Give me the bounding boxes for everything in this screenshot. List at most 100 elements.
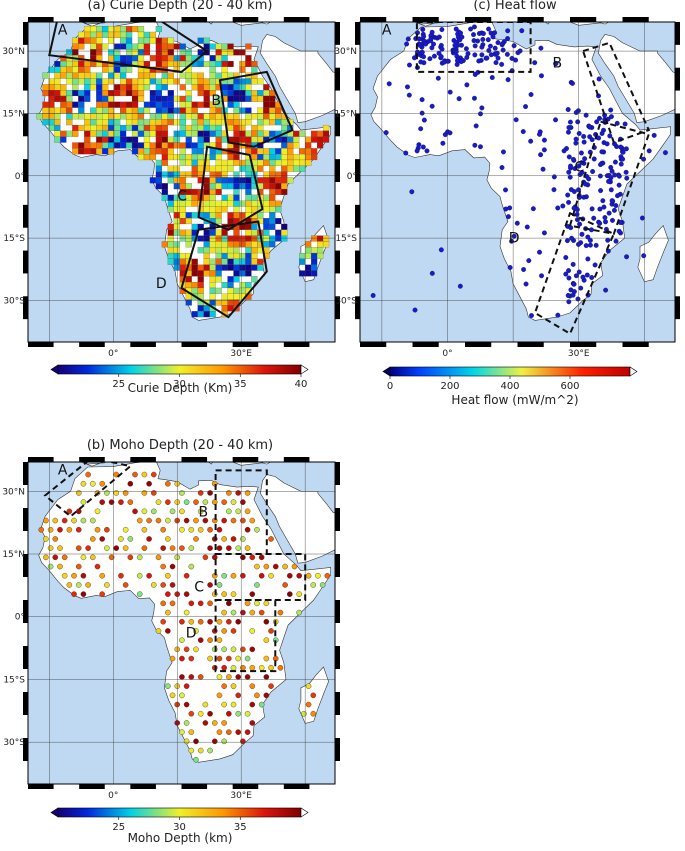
moho-point bbox=[268, 683, 274, 689]
curie-cell bbox=[245, 188, 252, 195]
curie-cell bbox=[221, 247, 228, 254]
curie-cell bbox=[131, 84, 139, 91]
curie-cell bbox=[173, 177, 180, 184]
curie-cell bbox=[137, 78, 145, 85]
heat-flow-point bbox=[576, 187, 581, 193]
moho-point bbox=[197, 508, 204, 515]
heat-flow-point bbox=[565, 192, 571, 198]
heat-flow-point bbox=[579, 160, 585, 166]
curie-cell bbox=[66, 101, 73, 108]
curie-cell bbox=[299, 252, 306, 259]
curie-cell bbox=[114, 31, 121, 38]
heat-flow-point bbox=[421, 117, 427, 123]
curie-cell bbox=[203, 270, 210, 277]
curie-cell bbox=[191, 282, 198, 289]
curie-cell bbox=[173, 171, 180, 178]
curie-cell bbox=[149, 78, 157, 85]
heat-flow-point bbox=[565, 107, 571, 112]
curie-cell bbox=[161, 148, 168, 155]
curie-cell bbox=[209, 124, 216, 131]
heat-flow-point bbox=[492, 30, 498, 36]
curie-cell bbox=[102, 31, 109, 38]
curie-cell bbox=[197, 72, 204, 79]
moho-point bbox=[165, 536, 171, 542]
curie-cell bbox=[209, 241, 216, 248]
curie-cell bbox=[245, 165, 252, 172]
region-box-a bbox=[43, 462, 133, 518]
moho-point bbox=[118, 536, 124, 542]
curie-cell bbox=[191, 119, 198, 126]
moho-point bbox=[207, 655, 213, 662]
curie-cell bbox=[84, 31, 91, 38]
moho-point bbox=[99, 572, 105, 579]
curie-cell bbox=[114, 124, 121, 131]
moho-point bbox=[221, 646, 227, 653]
curie-cell bbox=[239, 235, 246, 242]
region-label-a: A bbox=[58, 463, 68, 479]
curie-cell bbox=[125, 142, 133, 149]
curie-cell bbox=[269, 107, 276, 114]
heat-flow-point bbox=[424, 148, 430, 154]
moho-point bbox=[150, 508, 157, 515]
moho-point bbox=[226, 490, 232, 496]
moho-point bbox=[305, 701, 312, 708]
moho-point bbox=[244, 490, 251, 496]
latitude-label: 0° bbox=[347, 172, 357, 182]
heat-flow-point bbox=[463, 46, 469, 52]
curie-cell bbox=[125, 37, 133, 44]
curie-cell bbox=[114, 43, 121, 50]
curie-cell bbox=[209, 229, 216, 236]
curie-cell bbox=[203, 188, 210, 195]
moho-point bbox=[315, 572, 321, 579]
curie-cell bbox=[125, 84, 133, 91]
curie-cell bbox=[221, 200, 228, 207]
curie-cell bbox=[108, 37, 115, 44]
moho-point bbox=[179, 526, 185, 533]
curie-cell bbox=[137, 124, 145, 131]
moho-point bbox=[132, 508, 138, 515]
curie-cell bbox=[275, 107, 282, 114]
heat-flow-point bbox=[576, 269, 582, 275]
curie-cell bbox=[167, 37, 174, 44]
curie-cell bbox=[299, 270, 306, 277]
heat-flow-point bbox=[429, 29, 435, 35]
panel-moho-depth: (b) Moho Depth (20 - 40 km) A B C D 30°N 15°N… bbox=[0, 438, 345, 851]
heat-flow-point bbox=[551, 174, 557, 180]
curie-cell bbox=[167, 101, 174, 108]
heat-flow-point bbox=[598, 188, 604, 194]
heat-flow-point bbox=[610, 217, 615, 223]
curie-cell bbox=[155, 136, 162, 143]
heat-flow-point bbox=[500, 149, 506, 155]
curie-cell bbox=[179, 60, 186, 67]
heat-flow-point bbox=[599, 130, 605, 136]
curie-cell bbox=[84, 66, 91, 73]
curie-cell bbox=[185, 78, 192, 85]
curie-cell bbox=[245, 183, 252, 190]
curie-cell bbox=[185, 159, 192, 166]
curie-cell bbox=[78, 90, 85, 97]
curie-cell bbox=[233, 159, 240, 166]
colorbar-tick-label: 40 bbox=[295, 379, 308, 390]
curie-cell bbox=[131, 90, 139, 97]
heat-flow-point bbox=[603, 287, 609, 293]
curie-cell bbox=[137, 84, 145, 91]
moho-point bbox=[169, 563, 176, 570]
curie-cell bbox=[66, 49, 73, 56]
heat-flow-point bbox=[429, 103, 435, 109]
curie-cell bbox=[245, 235, 252, 242]
curie-cell bbox=[143, 136, 151, 143]
curie-cell bbox=[72, 78, 79, 85]
curie-cell bbox=[131, 136, 139, 143]
curie-cell bbox=[233, 130, 240, 137]
heat-flow-point bbox=[409, 189, 415, 195]
curie-cell bbox=[275, 154, 282, 161]
curie-cell bbox=[227, 276, 234, 283]
curie-cell bbox=[245, 95, 252, 102]
curie-cell bbox=[251, 148, 258, 155]
heat-flow-point bbox=[521, 267, 527, 272]
heat-flow-point bbox=[566, 268, 572, 274]
curie-cell bbox=[227, 305, 234, 312]
heat-flow-point bbox=[484, 55, 490, 61]
heat-flow-point bbox=[494, 50, 500, 56]
heat-flow-point bbox=[584, 272, 590, 278]
